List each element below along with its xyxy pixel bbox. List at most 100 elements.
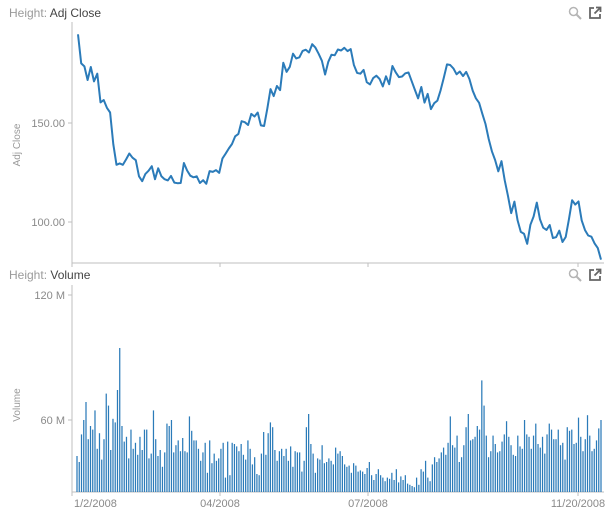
- volume-bar: [137, 454, 139, 492]
- volume-bar: [260, 453, 263, 492]
- volume-bar: [517, 435, 519, 492]
- volume-bar: [206, 472, 209, 492]
- volume-bar: [292, 466, 294, 492]
- volume-bar: [175, 445, 177, 492]
- volume-bar: [337, 453, 339, 492]
- volume-bar: [269, 422, 272, 492]
- volume-bar: [222, 442, 224, 492]
- volume-bar: [220, 448, 222, 492]
- volume-bar: [143, 429, 146, 492]
- volume-bar: [166, 423, 168, 492]
- x-tick-label: 11/20/2008: [551, 269, 605, 270]
- volume-bar: [431, 464, 433, 492]
- panel-header-value: Adj Close: [49, 6, 102, 20]
- volume-bar: [564, 459, 566, 492]
- x-tick-label: 04/2008: [200, 269, 240, 270]
- volume-bar: [134, 442, 137, 492]
- volume-bar: [161, 466, 164, 492]
- volume-bar: [526, 434, 528, 492]
- volume-bar: [299, 452, 301, 492]
- volume-bar: [285, 448, 287, 492]
- x-tick-label: 07/2008: [348, 269, 388, 270]
- volume-bar: [92, 429, 94, 492]
- volume-bar: [335, 447, 337, 492]
- volume-bar: [535, 423, 537, 492]
- volume-bar: [164, 452, 166, 492]
- volume-bar: [379, 475, 382, 492]
- volume-bar: [575, 442, 577, 492]
- volume-bar: [87, 439, 89, 492]
- volume-bar: [528, 436, 530, 492]
- volume-bar: [227, 441, 229, 492]
- volume-bar: [420, 469, 422, 492]
- volume-bar: [98, 433, 101, 492]
- panel-header-label: Height:: [9, 268, 48, 282]
- volume-bar: [350, 472, 352, 492]
- volume-bar: [362, 471, 364, 492]
- volume-panel: Height: Volume: [0, 262, 610, 525]
- volume-bar: [321, 445, 323, 492]
- volume-bar: [377, 469, 379, 492]
- volume-bar: [94, 410, 96, 492]
- popout-icon[interactable]: [588, 6, 602, 20]
- volume-bar: [314, 472, 317, 492]
- volume-bar: [332, 464, 334, 492]
- magnify-icon[interactable]: [568, 268, 582, 282]
- volume-bar: [539, 447, 541, 492]
- x-tick-label: 04/2008: [200, 498, 240, 510]
- volume-bar: [496, 452, 499, 492]
- volume-bar: [339, 451, 341, 492]
- volume-bar: [195, 440, 197, 492]
- volume-bar: [103, 439, 105, 492]
- volume-bar: [586, 415, 589, 492]
- volume-bar: [463, 445, 465, 492]
- popout-icon[interactable]: [588, 268, 602, 282]
- volume-bar: [568, 430, 571, 492]
- volume-bar: [532, 435, 535, 492]
- volume-bar: [312, 453, 314, 492]
- volume-bar: [236, 446, 238, 492]
- volume-bar: [445, 454, 447, 492]
- volume-bar: [317, 458, 319, 492]
- volume-bar: [348, 465, 350, 492]
- volume-bar: [530, 448, 532, 492]
- volume-bar: [155, 439, 157, 492]
- volume-bar: [577, 417, 580, 492]
- volume-bar: [501, 441, 503, 492]
- volume-bar: [256, 474, 258, 492]
- panel-header: Height: Volume: [9, 268, 90, 282]
- volume-bar: [193, 440, 195, 492]
- y-tick-label: 150.00: [31, 118, 65, 130]
- volume-bar: [458, 462, 460, 492]
- volume-bar: [400, 476, 402, 492]
- volume-bar: [402, 480, 404, 492]
- volume-bar: [440, 452, 442, 492]
- volume-bar: [119, 348, 121, 492]
- volume-bar: [101, 459, 103, 492]
- volume-bar: [591, 451, 593, 492]
- volume-bar: [186, 452, 188, 492]
- volume-bar: [341, 456, 343, 492]
- volume-bar: [510, 445, 512, 492]
- volume-bar: [600, 420, 602, 492]
- volume-bar: [460, 457, 463, 492]
- volume-bar: [357, 471, 359, 492]
- volume-bar: [519, 446, 521, 492]
- volume-bar: [559, 445, 562, 492]
- volume-bar: [323, 463, 325, 492]
- volume-bar: [478, 429, 481, 492]
- volume-bar: [326, 462, 328, 492]
- volume-bar: [589, 435, 591, 492]
- volume-bar: [370, 475, 373, 492]
- volume-bar: [182, 438, 184, 492]
- adj-close-panel: Height: Adj Close: [9, 6, 602, 20]
- volume-bar: [200, 460, 202, 492]
- y-tick-label: 60 M: [41, 415, 65, 427]
- volume-bar: [204, 442, 206, 492]
- volume-bar: [278, 451, 281, 492]
- volume-bar: [492, 435, 494, 492]
- x-tick-label: 07/2008: [348, 498, 388, 510]
- volume-bar: [353, 463, 355, 492]
- volume-bar: [438, 458, 440, 492]
- magnify-icon[interactable]: [568, 6, 582, 20]
